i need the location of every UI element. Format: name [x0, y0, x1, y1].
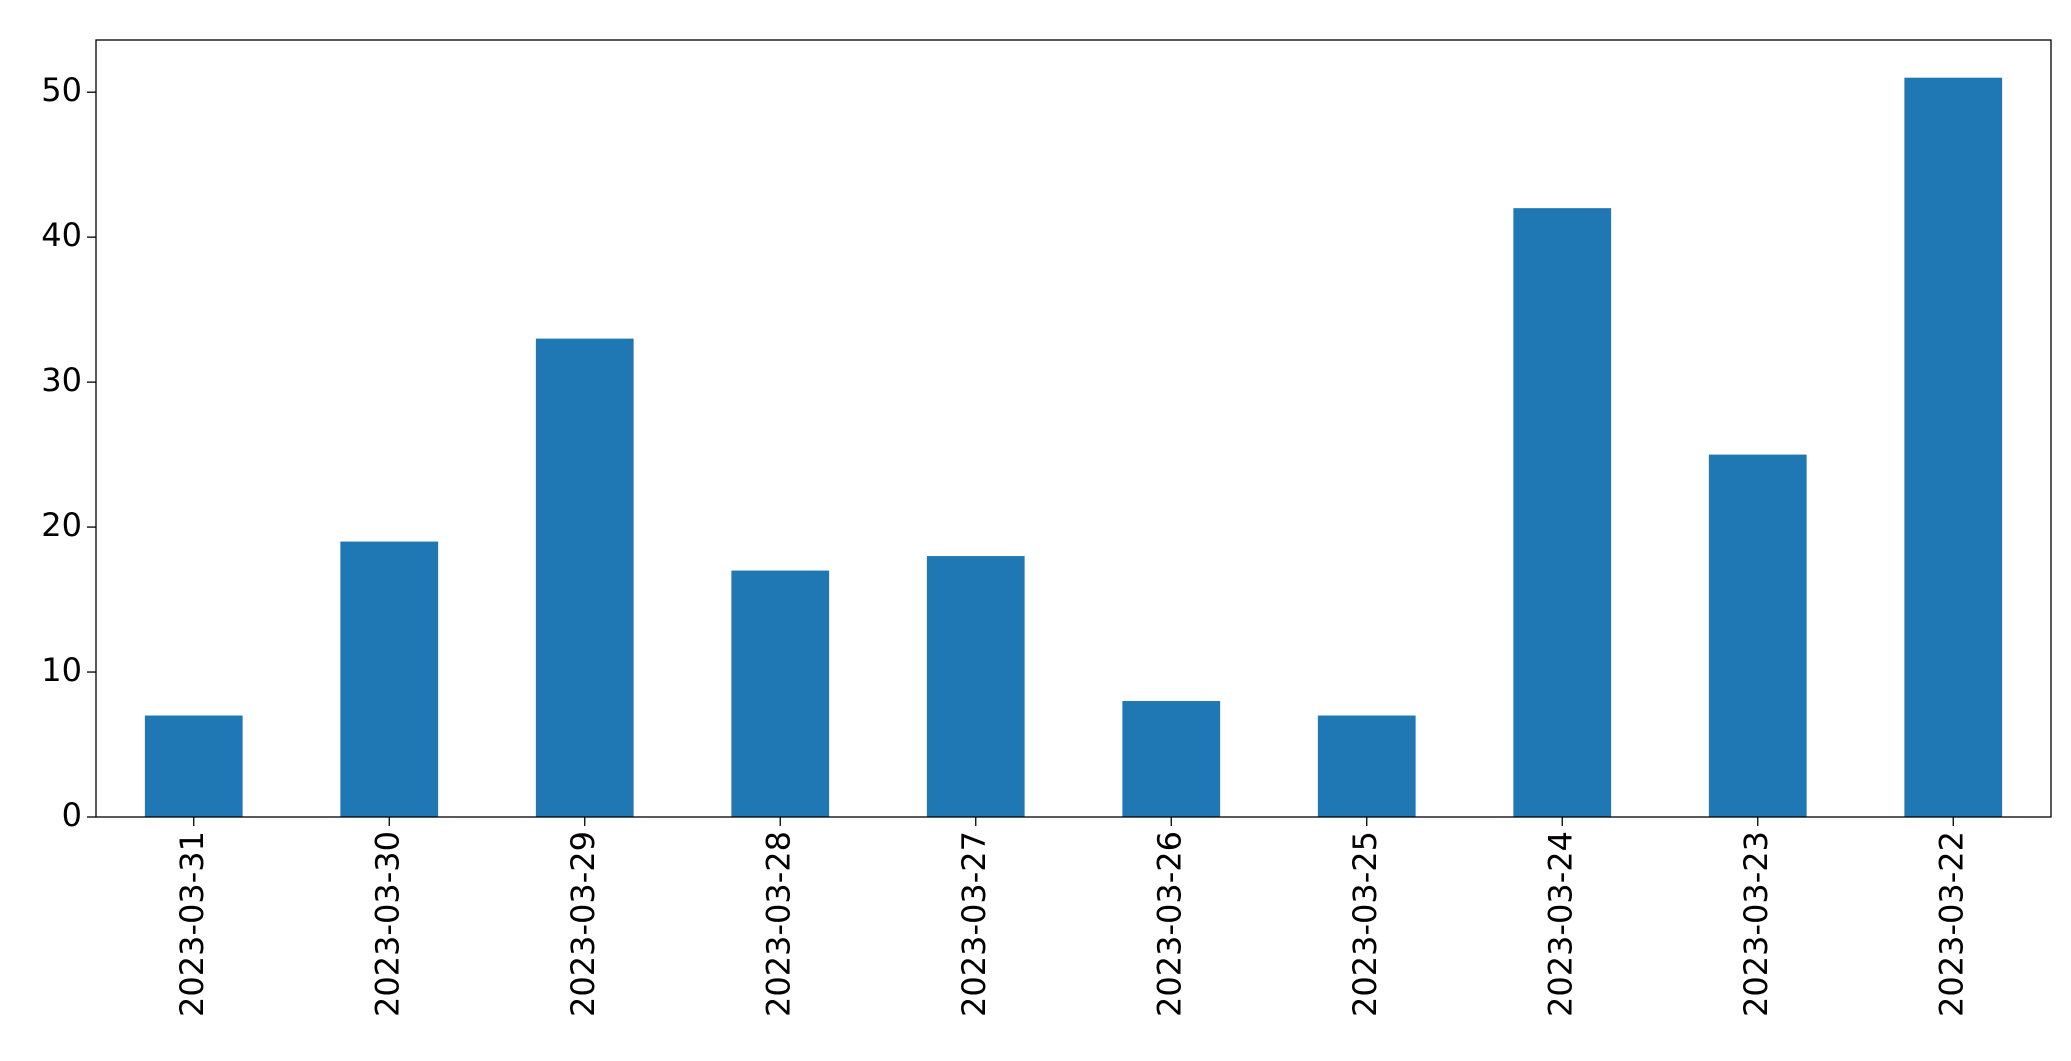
bar: [1904, 77, 2003, 817]
bar: [340, 541, 439, 817]
y-tick-label: 10: [41, 651, 82, 689]
x-tick-label: 2023-03-29: [564, 831, 602, 1017]
bar: [926, 556, 1025, 817]
y-tick-label: 30: [41, 361, 82, 399]
y-tick-label: 0: [62, 796, 82, 834]
bar: [1708, 454, 1807, 817]
x-tick-label: 2023-03-31: [173, 831, 211, 1017]
bar: [144, 715, 243, 817]
x-tick-label: 2023-03-23: [1737, 831, 1775, 1017]
bar: [1122, 701, 1221, 817]
x-tick-label: 2023-03-22: [1932, 831, 1970, 1017]
plot-frame: [95, 39, 2052, 818]
y-tick-label: 40: [41, 216, 82, 254]
bar: [731, 570, 830, 817]
x-tick-label: 2023-03-27: [955, 831, 993, 1017]
bar: [1513, 208, 1612, 817]
y-tick-label: 50: [41, 71, 82, 109]
x-tick-label: 2023-03-25: [1346, 831, 1384, 1017]
x-tick-label: 2023-03-26: [1150, 831, 1188, 1017]
bar: [1317, 715, 1416, 817]
x-tick-label: 2023-03-28: [759, 831, 797, 1017]
x-tick-label: 2023-03-24: [1541, 831, 1579, 1017]
bar: [535, 338, 634, 817]
y-tick-label: 20: [41, 506, 82, 544]
x-tick-label: 2023-03-30: [368, 831, 406, 1017]
